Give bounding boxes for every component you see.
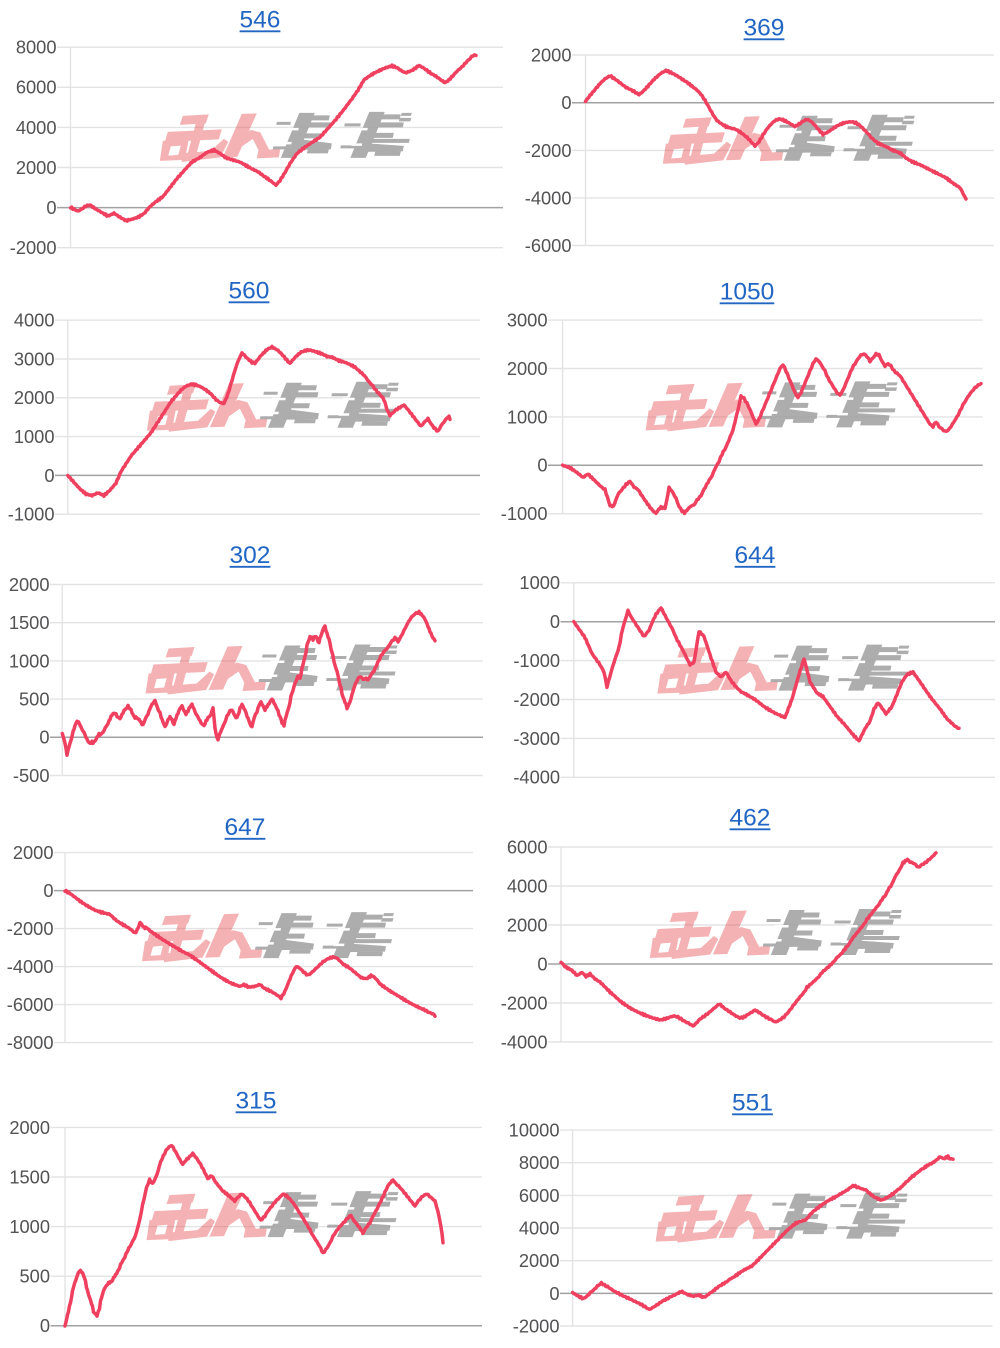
svg-text:369: 369 <box>744 15 785 42</box>
svg-text:-6000: -6000 <box>7 994 54 1015</box>
svg-text:1000: 1000 <box>9 650 50 671</box>
svg-text:647: 647 <box>225 814 266 841</box>
svg-text:500: 500 <box>19 1266 50 1287</box>
svg-text:-1000: -1000 <box>513 650 560 671</box>
svg-text:2000: 2000 <box>507 914 548 935</box>
svg-text:-4000: -4000 <box>501 1031 548 1052</box>
svg-text:1050: 1050 <box>720 279 775 306</box>
svg-text:-2000: -2000 <box>513 1315 560 1336</box>
svg-text:1500: 1500 <box>9 1166 50 1187</box>
svg-text:551: 551 <box>732 1090 773 1117</box>
svg-text:-4000: -4000 <box>513 767 560 788</box>
svg-text:4000: 4000 <box>16 117 57 138</box>
svg-text:4000: 4000 <box>507 875 548 896</box>
svg-text:6000: 6000 <box>16 77 57 98</box>
svg-text:1000: 1000 <box>14 426 55 447</box>
svg-text:10000: 10000 <box>509 1120 560 1141</box>
svg-text:-2000: -2000 <box>513 689 560 710</box>
svg-text:560: 560 <box>229 278 270 305</box>
svg-text:-2000: -2000 <box>501 992 548 1013</box>
svg-text:315: 315 <box>236 1088 277 1115</box>
svg-text:3000: 3000 <box>14 348 55 369</box>
svg-text:8000: 8000 <box>16 37 57 58</box>
svg-text:644: 644 <box>735 542 776 569</box>
svg-text:0: 0 <box>43 880 53 901</box>
svg-text:-4000: -4000 <box>525 187 572 208</box>
svg-text:-6000: -6000 <box>525 235 572 256</box>
svg-text:2000: 2000 <box>519 1250 560 1271</box>
svg-text:-2000: -2000 <box>525 140 572 161</box>
svg-text:-500: -500 <box>13 765 50 786</box>
svg-text:462: 462 <box>730 805 771 832</box>
svg-text:6000: 6000 <box>519 1185 560 1206</box>
svg-text:0: 0 <box>39 727 49 748</box>
svg-text:0: 0 <box>44 465 54 486</box>
svg-text:2000: 2000 <box>9 1117 50 1138</box>
svg-text:4000: 4000 <box>14 310 55 331</box>
svg-text:-1000: -1000 <box>8 504 55 525</box>
svg-text:-3000: -3000 <box>513 728 560 749</box>
svg-text:-4000: -4000 <box>7 956 54 977</box>
svg-text:0: 0 <box>561 92 571 113</box>
svg-text:-2000: -2000 <box>7 918 54 939</box>
svg-text:0: 0 <box>537 455 547 476</box>
svg-text:2000: 2000 <box>13 842 54 863</box>
svg-text:-1000: -1000 <box>501 503 548 524</box>
svg-text:2000: 2000 <box>14 387 55 408</box>
svg-text:0: 0 <box>46 197 56 218</box>
svg-text:0: 0 <box>40 1315 50 1336</box>
svg-text:1000: 1000 <box>9 1216 50 1237</box>
svg-text:0: 0 <box>537 953 547 974</box>
svg-text:8000: 8000 <box>519 1152 560 1173</box>
svg-text:-8000: -8000 <box>7 1032 54 1053</box>
svg-text:3000: 3000 <box>507 310 548 331</box>
svg-text:1500: 1500 <box>9 612 50 633</box>
svg-text:1000: 1000 <box>519 572 560 593</box>
svg-text:0: 0 <box>550 611 560 632</box>
svg-text:-2000: -2000 <box>10 237 57 258</box>
svg-text:0: 0 <box>549 1283 559 1304</box>
svg-text:2000: 2000 <box>507 358 548 379</box>
svg-text:2000: 2000 <box>531 44 572 65</box>
svg-text:2000: 2000 <box>9 574 50 595</box>
svg-text:4000: 4000 <box>519 1217 560 1238</box>
svg-text:1000: 1000 <box>507 406 548 427</box>
svg-text:500: 500 <box>19 689 50 710</box>
svg-text:546: 546 <box>240 7 281 34</box>
svg-text:302: 302 <box>230 542 271 569</box>
svg-text:2000: 2000 <box>16 157 57 178</box>
svg-text:6000: 6000 <box>507 836 548 857</box>
